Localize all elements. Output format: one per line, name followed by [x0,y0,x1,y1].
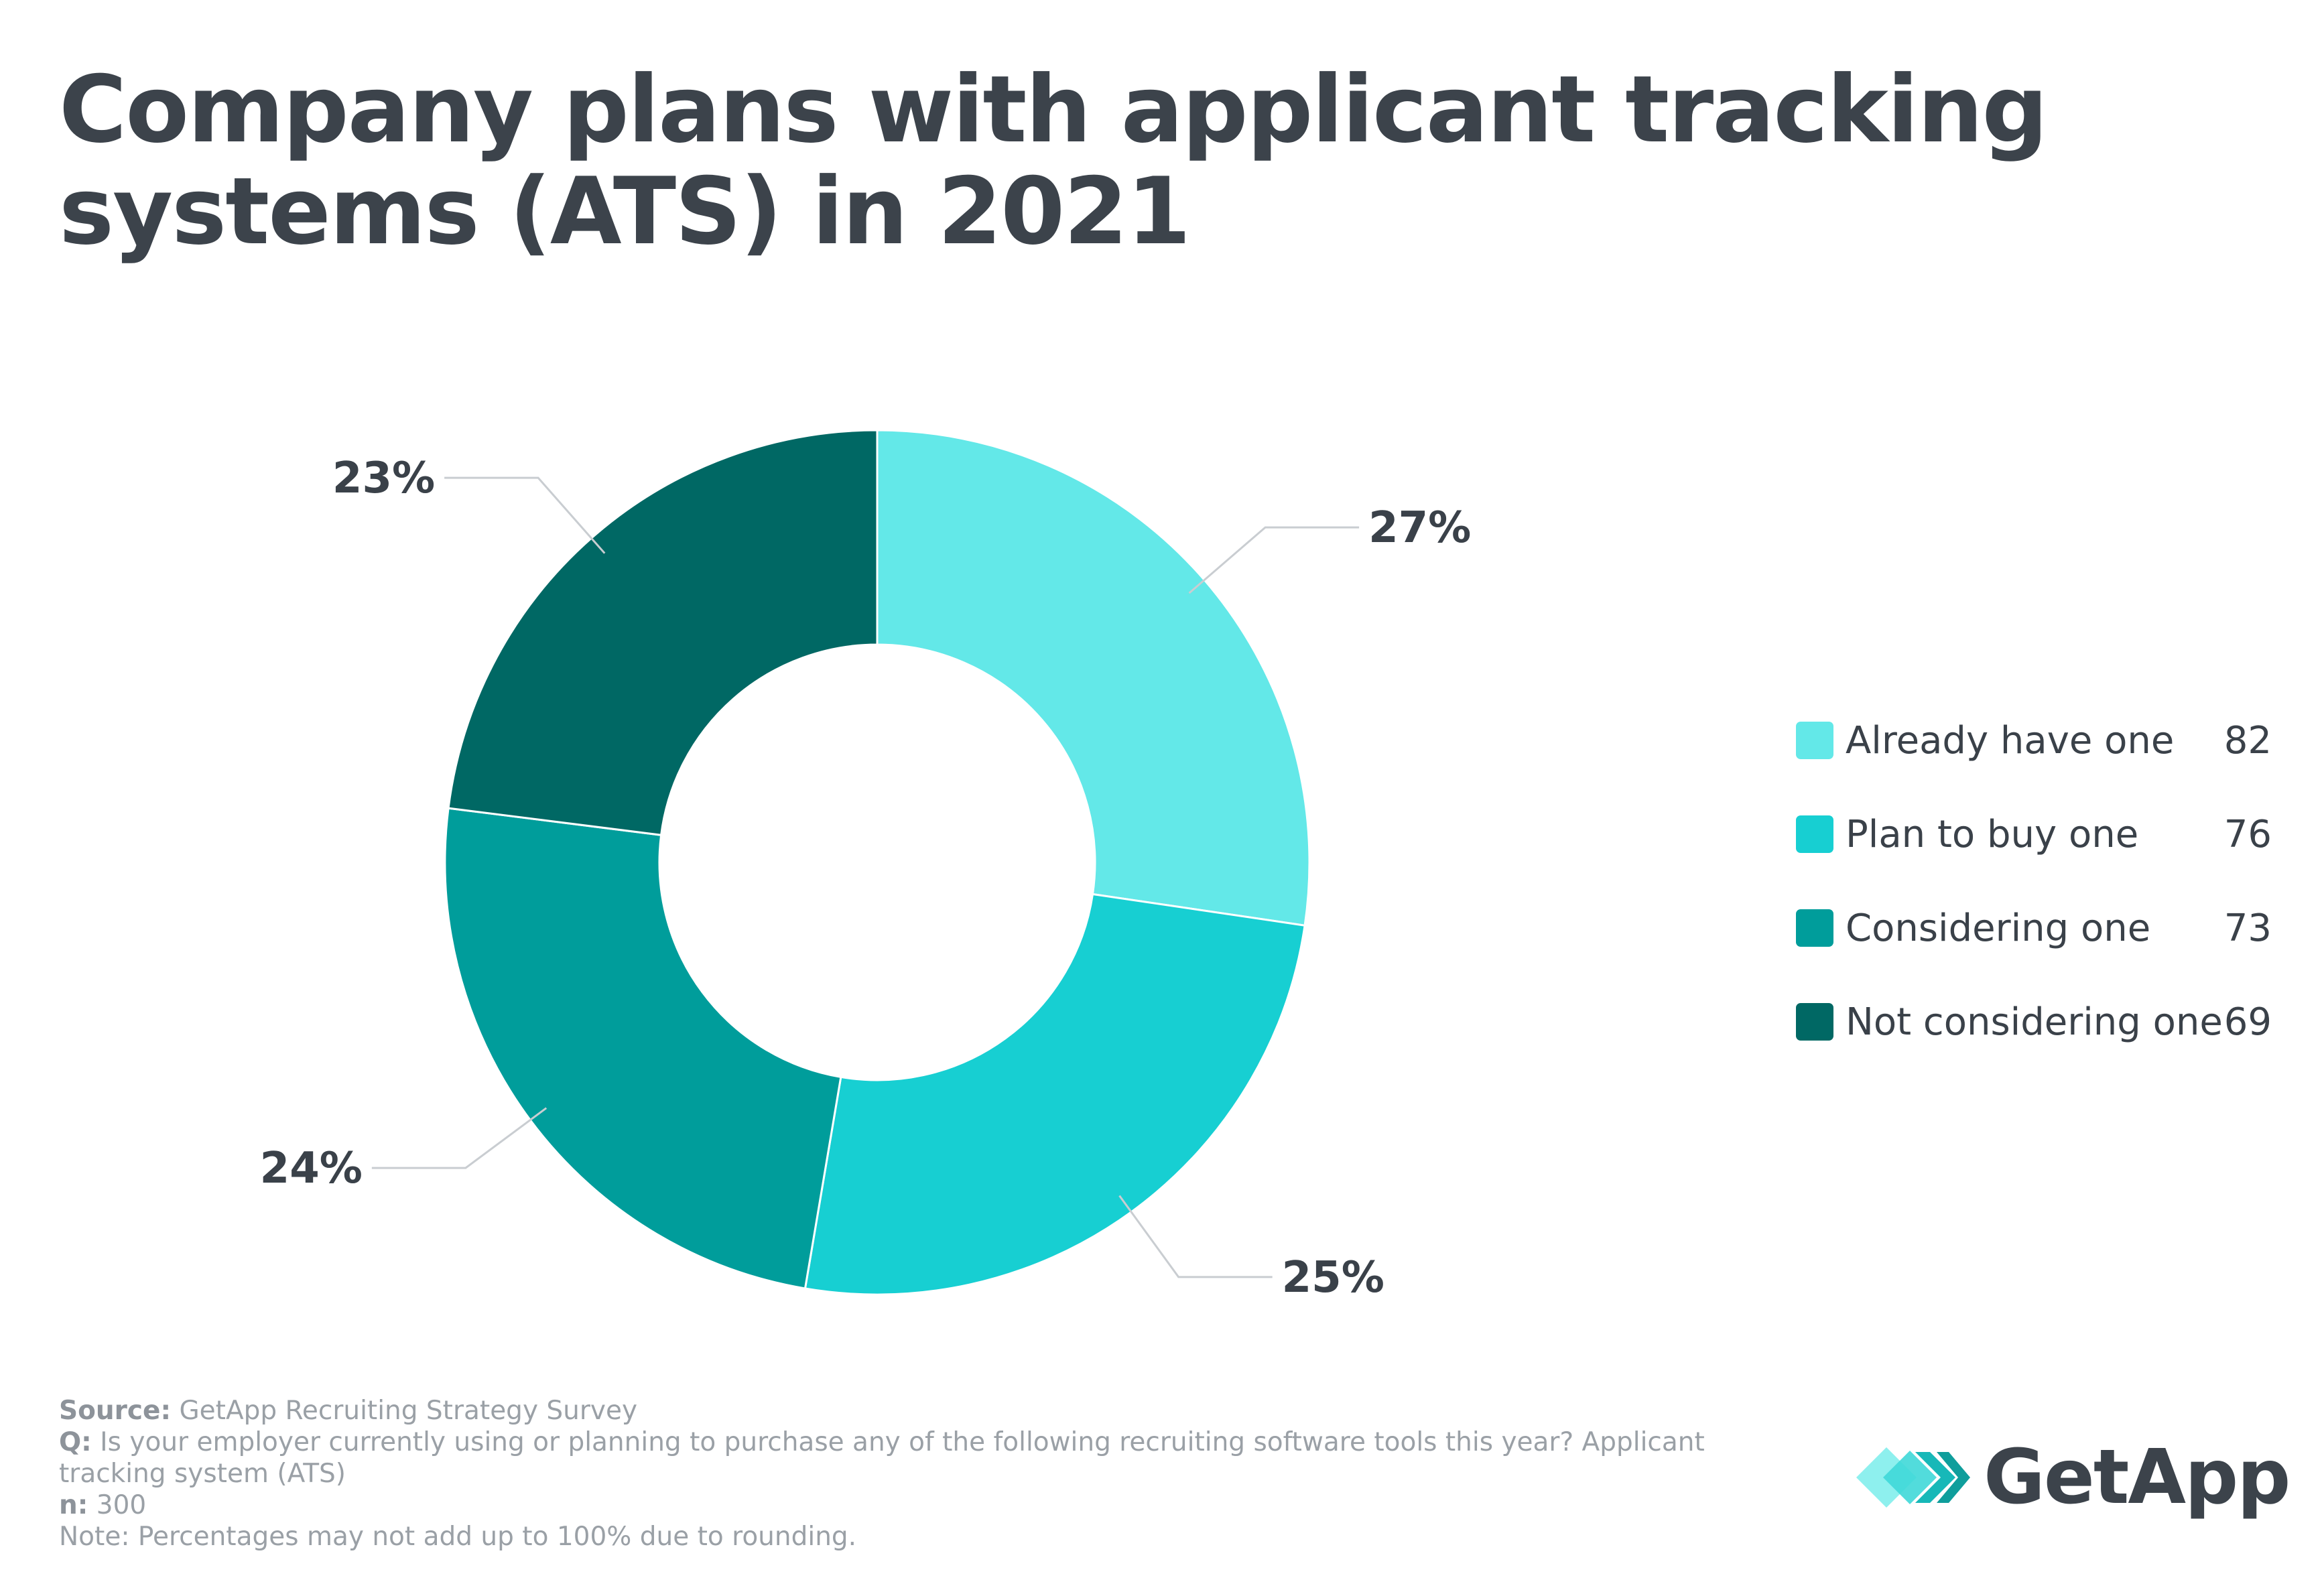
chart-footer: Source: GetApp Recruiting Strategy Surve… [59,1395,1734,1552]
source-key: Source: [59,1396,172,1426]
donut-slice-not-considering-one [447,429,879,836]
legend-swatch [1796,815,1833,853]
leader-line [1188,526,1360,594]
legend-item-already-have-one: Already have one 82 [1796,693,2272,787]
legend-value: 76 [2223,812,2272,856]
leader-line [444,476,606,554]
donut-slice-already-have-one [876,429,1311,927]
sample-size-key: n: [59,1490,88,1520]
legend-value: 82 [2223,718,2272,763]
legend-item-plan-to-buy-one: Plan to buy one 76 [1796,787,2272,881]
slice-percent-label: 23% [332,454,435,503]
legend-label: Not considering one [1846,1000,2223,1044]
logo-text: GetApp [1984,1434,2290,1521]
source-line: Source: GetApp Recruiting Strategy Surve… [59,1395,1734,1427]
legend-item-considering-one: Considering one 73 [1796,881,2272,975]
legend-label: Plan to buy one [1846,812,2139,856]
slice-percent-label: 25% [1282,1253,1384,1303]
legend-value: 73 [2223,906,2272,950]
note-line: Note: Percentages may not add up to 100%… [59,1522,857,1552]
legend-swatch [1796,909,1833,947]
legend: Already have one 82 Plan to buy one 76 C… [1796,693,2272,1069]
getapp-logo: GetApp [1856,1434,2290,1521]
legend-label: Already have one [1846,718,2175,763]
legend-swatch [1796,1003,1833,1041]
leader-line [371,1107,547,1169]
legend-label: Considering one [1846,906,2151,950]
question-text: Is your employer currently using or plan… [59,1427,1705,1489]
question-key: Q: [59,1427,92,1457]
slice-percent-label: 24% [260,1144,363,1193]
question-line: Q: Is your employer currently using or p… [59,1427,1734,1490]
sample-size-line: n: 300 [59,1490,1734,1521]
donut-slice-considering-one [444,807,842,1290]
donut-slice-plan-to-buy-one [803,892,1306,1296]
sample-size-text: 300 [96,1490,147,1520]
legend-item-not-considering-one: Not considering one 69 [1796,975,2272,1069]
legend-value: 69 [2223,1000,2272,1044]
leader-line [1118,1195,1273,1278]
source-text: GetApp Recruiting Strategy Survey [179,1396,638,1426]
legend-swatch [1796,722,1833,759]
getapp-chevrons-icon [1856,1447,1970,1508]
chart-title: Company plans with applicant tracking sy… [59,56,2048,265]
slice-percent-label: 27% [1368,503,1471,553]
